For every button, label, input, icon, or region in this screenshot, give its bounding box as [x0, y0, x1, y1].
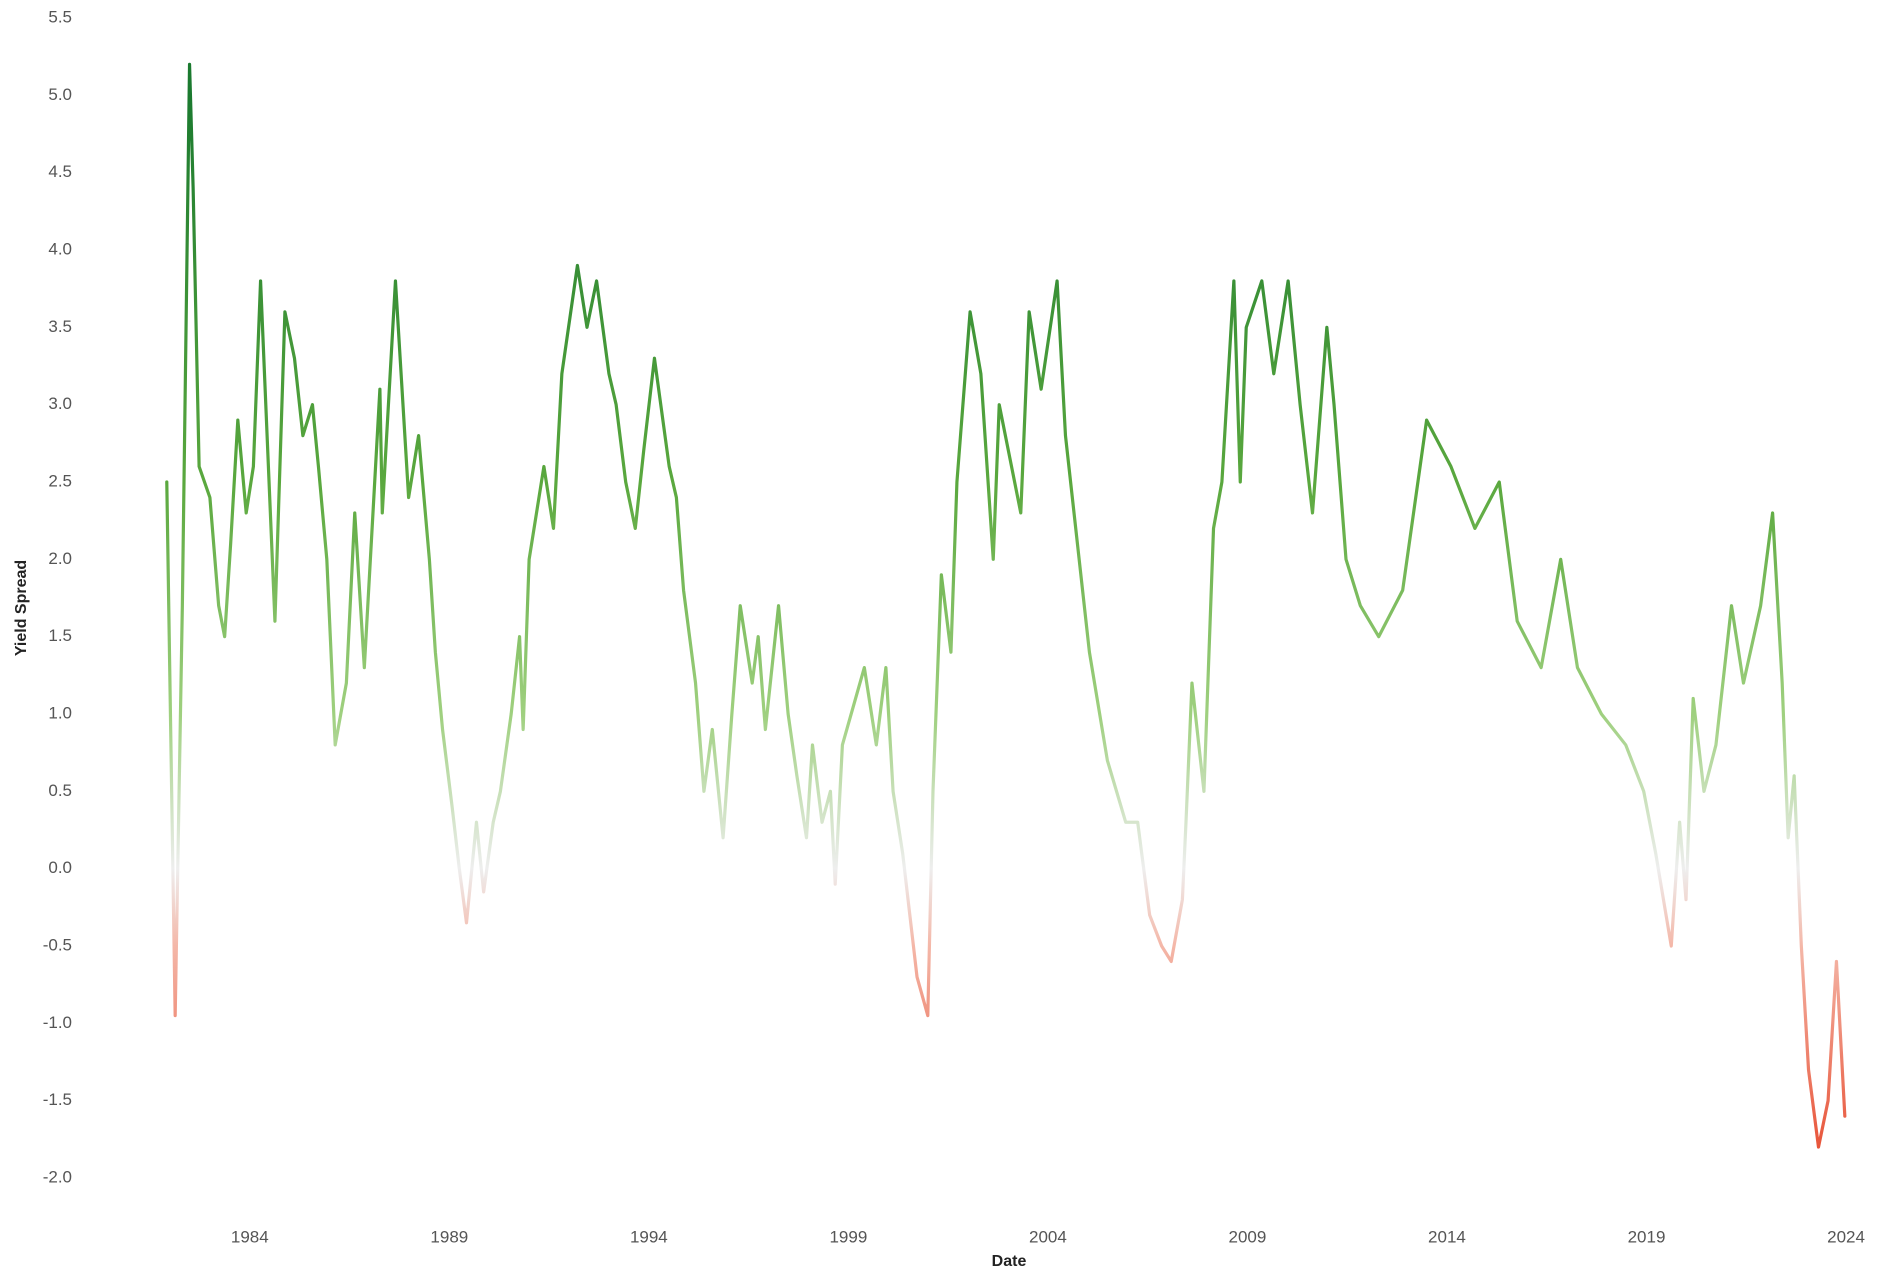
y-tick-label: -1.0: [43, 1013, 72, 1032]
y-tick-label: 4.5: [48, 162, 72, 181]
y-tick-label: -0.5: [43, 935, 72, 954]
y-tick-label: 0.0: [48, 858, 72, 877]
y-tick-label: -1.5: [43, 1090, 72, 1109]
x-tick-label: 2004: [1029, 1227, 1067, 1246]
y-tick-label: 0.5: [48, 781, 72, 800]
x-tick-label: 1999: [829, 1227, 867, 1246]
y-tick-label: 2.0: [48, 549, 72, 568]
x-tick-label: 2024: [1827, 1227, 1865, 1246]
x-tick-label: 2009: [1229, 1227, 1267, 1246]
y-tick-label: 2.5: [48, 471, 72, 490]
y-tick-label: 1.5: [48, 626, 72, 645]
y-tick-label: 1.0: [48, 703, 72, 722]
y-tick-label: 5.5: [48, 7, 72, 26]
y-tick-label: 5.0: [48, 85, 72, 104]
x-axis-title: Date: [992, 1253, 1027, 1270]
x-tick-label: 2014: [1428, 1227, 1466, 1246]
x-tick-label: 2019: [1628, 1227, 1666, 1246]
x-tick-label: 1984: [231, 1227, 269, 1246]
spread-line: [165, 62, 1847, 1149]
y-tick-label: 4.0: [48, 239, 72, 258]
x-tick-label: 1989: [430, 1227, 468, 1246]
y-tick-label: 3.0: [48, 394, 72, 413]
y-tick-label: 3.5: [48, 317, 72, 336]
y-axis-title: Yield Spread: [13, 560, 30, 656]
y-tick-label: -2.0: [43, 1167, 72, 1186]
x-tick-label: 1994: [630, 1227, 668, 1246]
